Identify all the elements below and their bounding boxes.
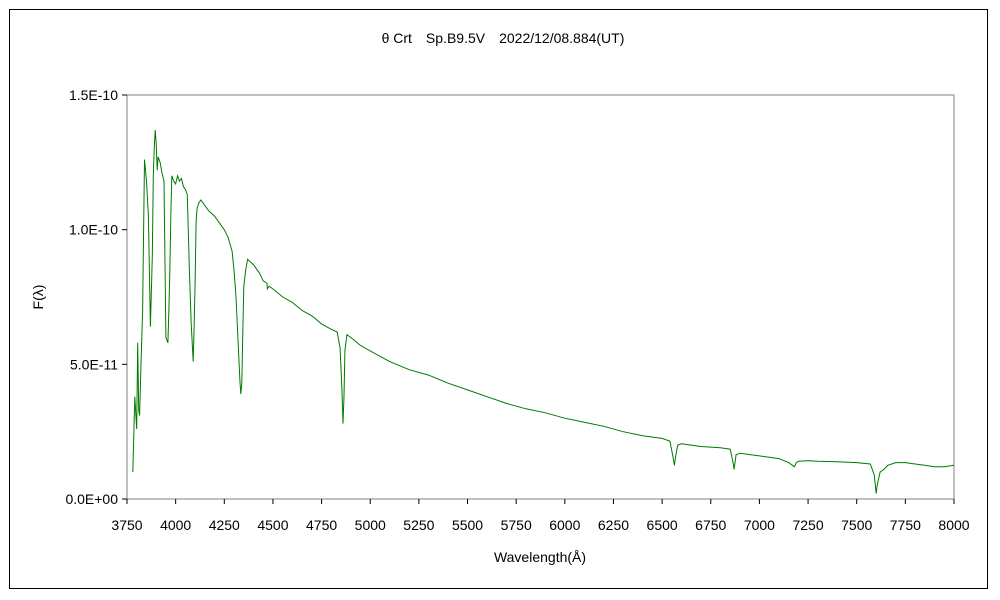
x-tick-label: 7250 [792, 517, 823, 533]
x-axis-title: Wavelength(Å) [494, 549, 586, 565]
x-tick-label: 8000 [938, 517, 969, 533]
x-tick-label: 3750 [111, 517, 142, 533]
chart-frame [9, 9, 988, 589]
x-axis: 3750 4000 4250 4500 4750 5000 5250 5500 5750 6000… [111, 499, 970, 533]
x-tick-label: 7000 [744, 517, 775, 533]
x-tick-label: 4000 [160, 517, 191, 533]
plot-area [126, 94, 955, 500]
x-tick-label: 7750 [890, 517, 921, 533]
y-tick-label: 1.5E-10 [69, 87, 118, 103]
chart-title: θ Crt Sp.B9.5V 2022/12/08.884(UT) [382, 30, 625, 46]
spectrum-line [132, 129, 955, 494]
x-tick-label: 4500 [257, 517, 288, 533]
x-tick-label: 4750 [306, 517, 337, 533]
x-tick-label: 6750 [695, 517, 726, 533]
x-tick-label: 6250 [598, 517, 629, 533]
x-tick-label: 5500 [452, 517, 483, 533]
y-tick-label: 1.0E-10 [69, 222, 118, 238]
x-tick-label: 5750 [501, 517, 532, 533]
x-tick-label: 5250 [403, 517, 434, 533]
x-tick-label: 7500 [841, 517, 872, 533]
x-tick-label: 6500 [647, 517, 678, 533]
y-axis: 0.0E+00 5.0E-11 1.0E-10 1.5E-10 [65, 87, 127, 507]
x-tick-label: 5000 [355, 517, 386, 533]
x-tick-label: 6000 [549, 517, 580, 533]
y-tick-label: 5.0E-11 [70, 356, 118, 372]
y-axis-title: F(λ) [30, 285, 46, 310]
y-tick-label: 0.0E+00 [65, 491, 118, 507]
x-tick-label: 4250 [209, 517, 240, 533]
